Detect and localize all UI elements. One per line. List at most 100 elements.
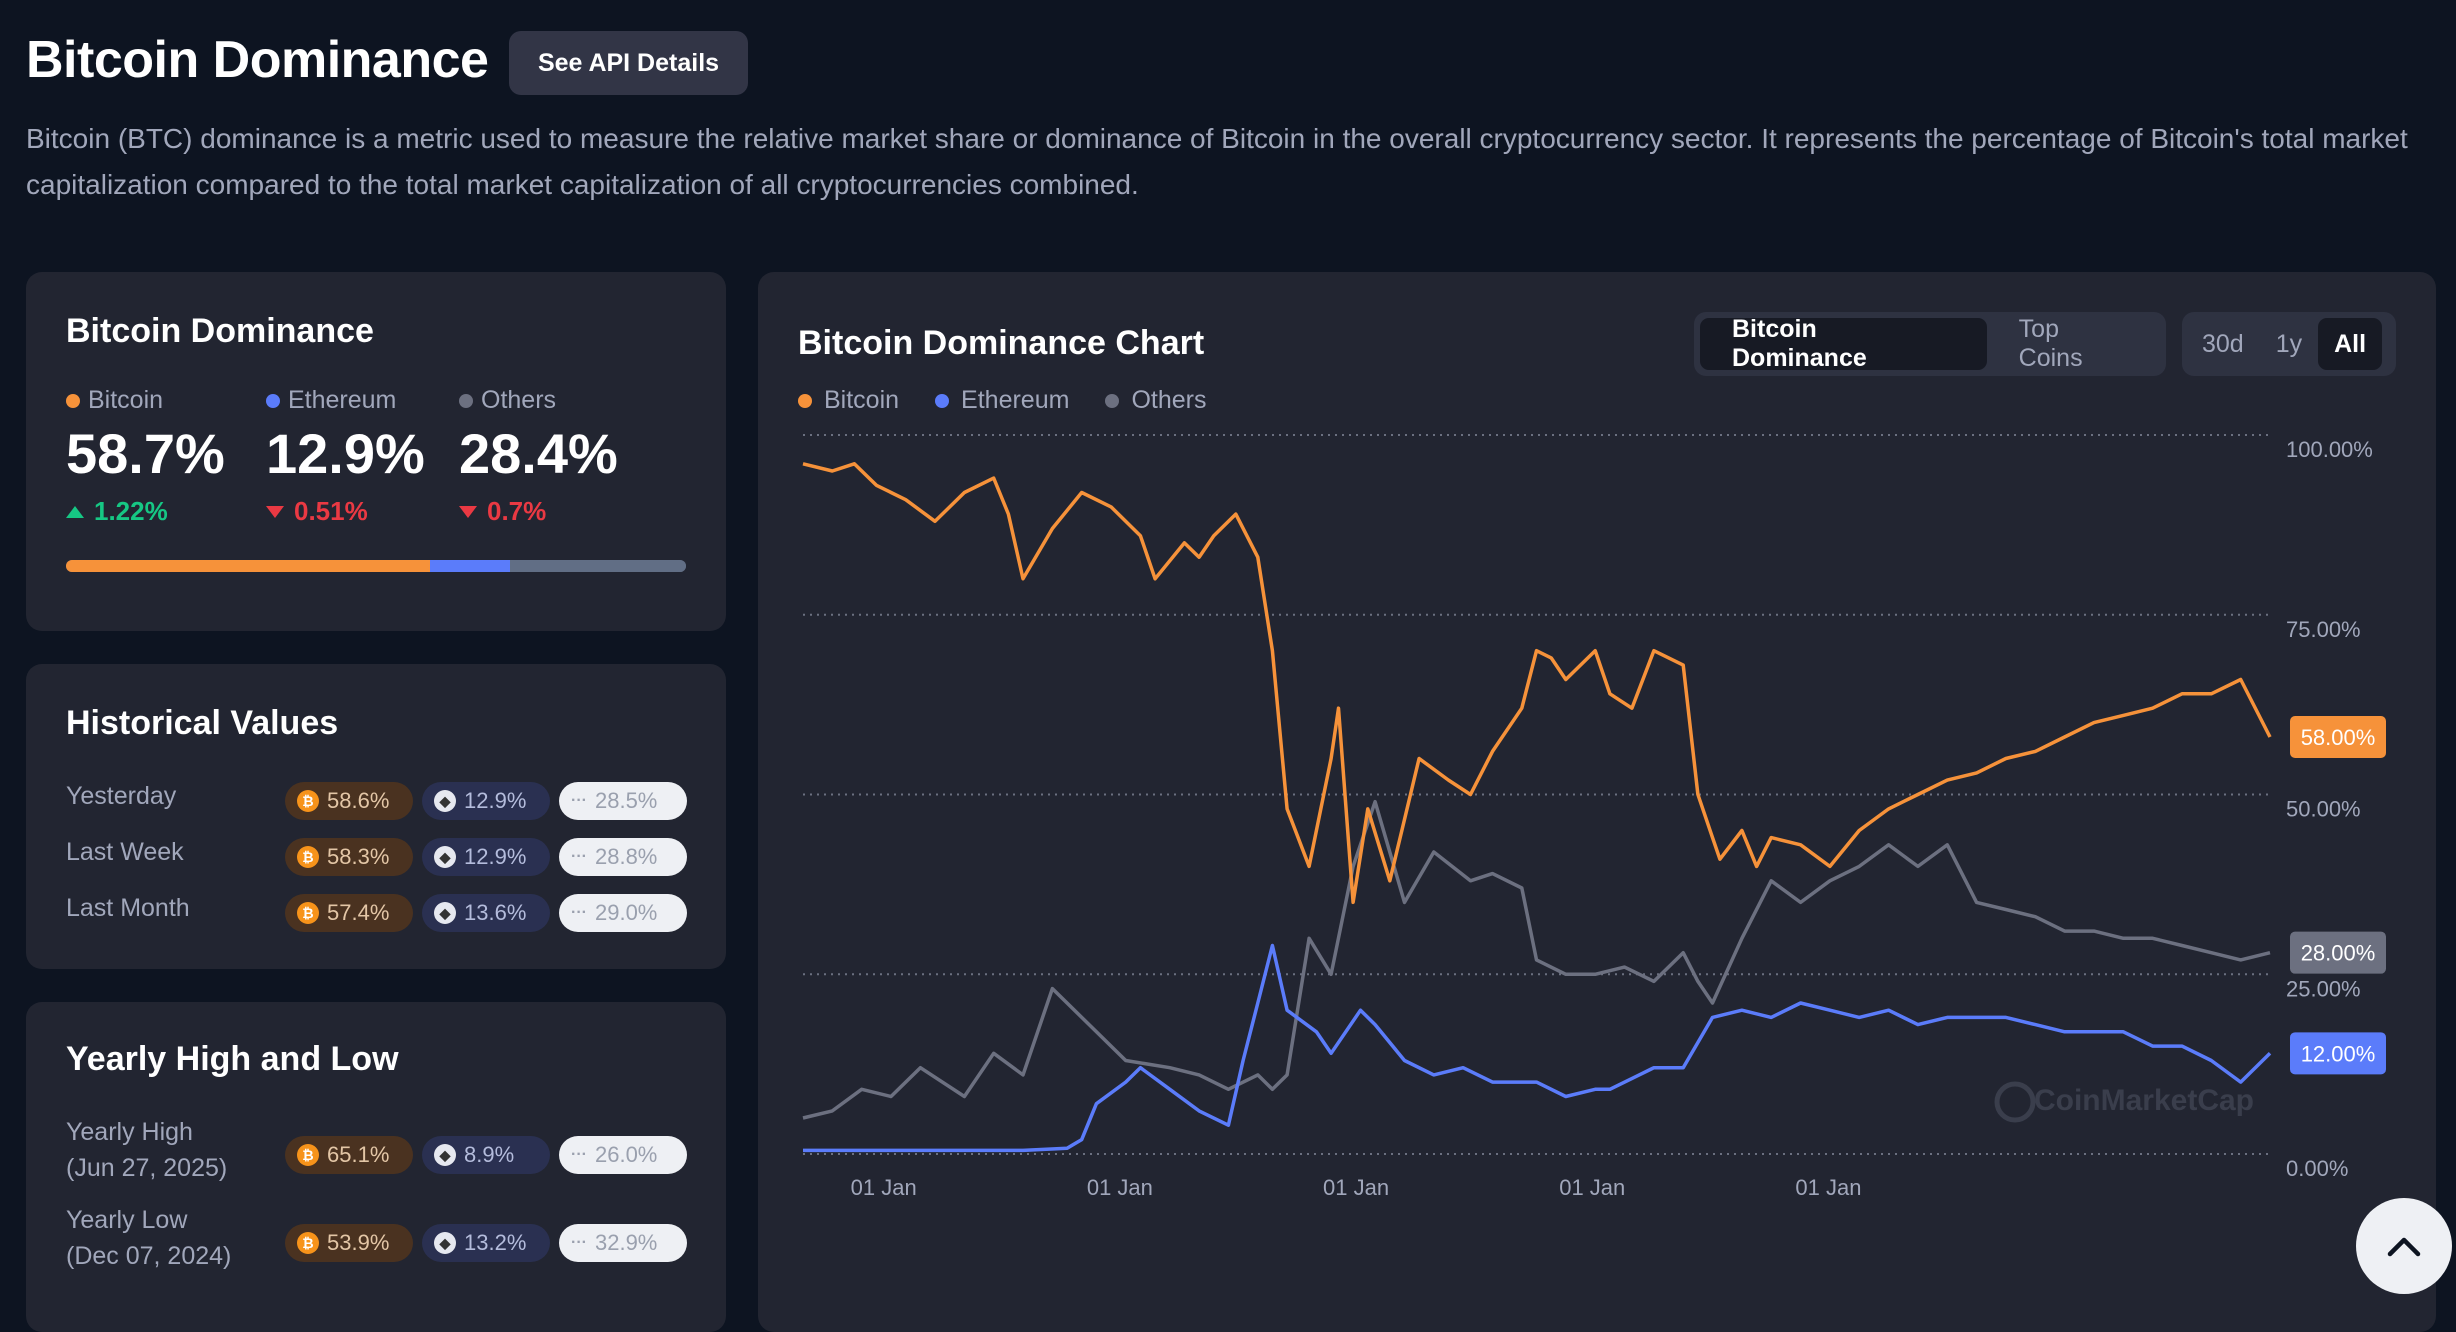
bitcoin-icon: ₿ — [297, 1144, 319, 1166]
chart-title: Bitcoin Dominance Chart — [798, 324, 1205, 362]
pill-value: 28.8% — [594, 844, 658, 869]
pill-value: 12.9% — [464, 788, 527, 813]
eth-value-pill: ◆ 13.2% — [422, 1224, 550, 1262]
dominance-card-title: Bitcoin Dominance — [66, 312, 374, 350]
btc-value-pill: ₿ 65.1% — [285, 1136, 413, 1174]
pill-value: 65.1% — [327, 1142, 390, 1167]
last-value-label-bitcoin: 58.00% — [2301, 725, 2376, 750]
see-api-details-button[interactable]: See API Details — [509, 31, 748, 95]
series-line-others — [802, 799, 2271, 1120]
dominance-chart-card: Bitcoin Dominance Chart Bitcoin Dominanc… — [758, 272, 2436, 1332]
yearly-card-title: Yearly High and Low — [66, 1040, 399, 1078]
legend-item-others[interactable]: Others — [1105, 386, 1206, 415]
last-value-label-ethereum: 12.00% — [2301, 1041, 2376, 1066]
last-value-badge-ethereum — [2290, 1032, 2386, 1075]
y-tick-label: 50.00% — [2286, 797, 2361, 822]
bitcoin-dot-icon — [798, 393, 812, 408]
ethereum-icon: ◆ — [434, 846, 456, 868]
ellipsis-icon: ··· — [571, 792, 587, 809]
tab-top-coins[interactable]: Top Coins — [2018, 315, 2083, 372]
chevron-up-icon — [2387, 1237, 2421, 1257]
coinmarketcap-logo-icon — [1994, 1081, 2036, 1123]
bitcoin-icon: ₿ — [297, 790, 319, 812]
legend-item-bitcoin[interactable]: Bitcoin — [798, 386, 899, 415]
bitcoin-dot-icon — [66, 393, 80, 408]
ethereum-segment — [429, 560, 510, 572]
legend-label: Others — [1131, 386, 1207, 414]
pill-value: 26.0% — [594, 1142, 658, 1167]
btc-value-pill: ₿ 53.9% — [285, 1224, 413, 1262]
chart-legend: Bitcoin Ethereum Others — [798, 386, 1206, 415]
bitcoin-icon: ₿ — [297, 902, 319, 924]
chart-view-tabs: Bitcoin Dominance Top Coins — [1694, 312, 2166, 376]
ellipsis-icon: ··· — [571, 848, 587, 865]
ethereum-dot-icon — [266, 393, 280, 408]
pill-value: 32.9% — [594, 1230, 658, 1255]
stat-value: 58.7% — [66, 422, 225, 485]
x-tick-label: 01 Jan — [1795, 1175, 1861, 1200]
scroll-to-top-button[interactable] — [2356, 1198, 2452, 1294]
y-tick-label: 0.00% — [2286, 1156, 2348, 1181]
last-value-badge-bitcoin — [2290, 715, 2386, 758]
others-value-pill: ··· 32.9% — [559, 1224, 687, 1262]
pill-value: 8.9% — [464, 1142, 515, 1167]
ethereum-icon: ◆ — [434, 790, 456, 812]
btc-value-pill: ₿ 58.6% — [285, 782, 413, 820]
x-tick-label: 01 Jan — [1323, 1175, 1389, 1200]
others-value-pill: ··· 26.0% — [559, 1136, 687, 1174]
legend-item-ethereum[interactable]: Ethereum — [935, 386, 1069, 415]
x-tick-label: 01 Jan — [1087, 1175, 1153, 1200]
pill-value: 29.0% — [594, 900, 658, 925]
row-label: Yearly Low (Dec 07, 2024) — [66, 1202, 231, 1274]
tab-range-1y[interactable]: 1y — [2275, 329, 2303, 358]
x-tick-label: 01 Jan — [1559, 1175, 1625, 1200]
eth-value-pill: ◆ 8.9% — [422, 1136, 550, 1174]
watermark-text: CoinMarketCap — [2034, 1084, 2254, 1117]
row-label: Yesterday — [66, 782, 177, 810]
others-value-pill: ··· 28.8% — [559, 838, 687, 876]
others-dominance-stat: Others 28.4% 0.7% — [459, 386, 618, 527]
eth-value-pill: ◆ 13.6% — [422, 894, 550, 932]
ellipsis-icon: ··· — [571, 1234, 587, 1251]
series-line-bitcoin — [802, 462, 2272, 905]
legend-label: Ethereum — [961, 386, 1070, 414]
stat-label: Bitcoin — [88, 386, 164, 414]
others-segment — [509, 560, 686, 572]
stat-label: Ethereum — [288, 386, 397, 414]
series-line-ethereum — [803, 943, 2272, 1153]
y-tick-label: 75.00% — [2286, 617, 2361, 642]
others-dot-icon — [459, 393, 473, 408]
btc-value-pill: ₿ 58.3% — [285, 838, 413, 876]
pill-value: 53.9% — [327, 1230, 390, 1255]
ethereum-dot-icon — [935, 393, 950, 408]
yearly-low-label: Yearly Low — [66, 1206, 188, 1234]
caret-down-icon — [459, 505, 477, 518]
yearly-high-label: Yearly High — [66, 1118, 193, 1146]
pill-value: 12.9% — [464, 844, 527, 869]
tab-range-all[interactable]: All — [2318, 318, 2383, 370]
others-dot-icon — [1105, 393, 1120, 408]
ellipsis-icon: ··· — [571, 1146, 587, 1163]
btc-value-pill: ₿ 57.4% — [285, 894, 413, 932]
yearly-high-low-card: Yearly High and Low Yearly High (Jun 27,… — [26, 1002, 726, 1332]
yearly-low-date: (Dec 07, 2024) — [66, 1242, 232, 1270]
bitcoin-icon: ₿ — [297, 846, 319, 868]
pill-value: 58.3% — [327, 844, 390, 869]
stat-value: 12.9% — [266, 422, 425, 485]
page-title: Bitcoin Dominance — [26, 31, 489, 89]
stat-change: 1.22% — [94, 496, 168, 526]
ethereum-icon: ◆ — [434, 1232, 456, 1254]
bitcoin-icon: ₿ — [297, 1232, 319, 1254]
tab-range-30d[interactable]: 30d — [2202, 329, 2244, 358]
stat-value: 28.4% — [459, 422, 618, 485]
tab-bitcoin-dominance[interactable]: Bitcoin Dominance — [1700, 315, 1987, 372]
chart-range-tabs: 30d 1y All — [2182, 312, 2396, 376]
bitcoin-segment — [66, 560, 430, 572]
caret-up-icon — [66, 505, 84, 518]
bitcoin-dominance-stat: Bitcoin 58.7% 1.22% — [66, 386, 225, 527]
dominance-line-chart[interactable]: 100.00% 75.00% 50.00% 25.00% 0.00% 01 Jan 01 J… — [758, 272, 2436, 1332]
historical-card-title: Historical Values — [66, 704, 339, 742]
others-value-pill: ··· 29.0% — [559, 894, 687, 932]
stat-change: 0.51% — [294, 496, 368, 526]
dominance-summary-card: Bitcoin Dominance Bitcoin 58.7% 1.22% Et… — [26, 272, 726, 631]
